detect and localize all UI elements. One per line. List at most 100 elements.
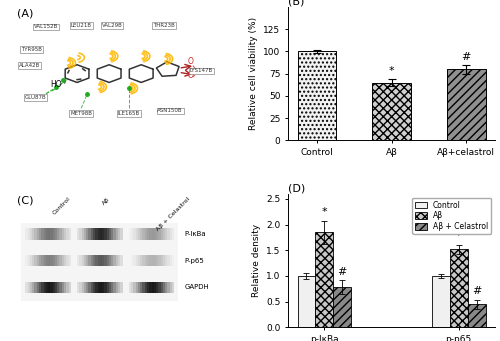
Text: VAL152B: VAL152B — [34, 24, 58, 29]
Bar — [116, 228, 118, 240]
Bar — [57, 255, 59, 266]
Bar — [172, 282, 174, 293]
Text: #: # — [338, 267, 347, 277]
Bar — [138, 255, 140, 266]
Bar — [334, 287, 351, 327]
Bar — [168, 282, 170, 293]
Bar — [52, 282, 55, 293]
Bar — [28, 255, 30, 266]
Bar — [98, 255, 100, 266]
Bar — [432, 276, 450, 327]
Bar — [77, 282, 80, 293]
Text: Control: Control — [52, 196, 72, 216]
Bar — [144, 282, 147, 293]
Bar — [36, 228, 39, 240]
Bar — [131, 228, 134, 240]
Bar — [131, 282, 134, 293]
Bar — [80, 282, 82, 293]
Bar — [57, 282, 59, 293]
Bar — [316, 232, 334, 327]
Bar — [80, 228, 82, 240]
Bar — [86, 282, 88, 293]
Bar — [134, 228, 136, 240]
Text: THR23B: THR23B — [153, 23, 175, 28]
Bar — [154, 255, 156, 266]
Bar — [147, 282, 150, 293]
Bar — [111, 228, 114, 240]
Bar — [170, 255, 172, 266]
Bar — [136, 282, 138, 293]
Bar — [62, 255, 64, 266]
Bar — [158, 255, 160, 266]
Text: P-p65: P-p65 — [184, 257, 204, 264]
Bar — [447, 69, 486, 140]
Bar — [64, 228, 66, 240]
Bar — [142, 228, 144, 240]
Text: TYR95B: TYR95B — [21, 47, 42, 52]
Bar — [55, 255, 57, 266]
Bar — [140, 255, 142, 266]
Bar — [163, 255, 165, 266]
Text: GLU87B: GLU87B — [25, 95, 46, 100]
Bar — [36, 282, 39, 293]
Bar — [62, 282, 64, 293]
Bar — [98, 282, 100, 293]
Text: MET98B: MET98B — [70, 111, 92, 116]
Bar — [154, 282, 156, 293]
Bar — [48, 255, 50, 266]
Bar — [48, 228, 50, 240]
Bar — [96, 282, 98, 293]
Bar — [52, 255, 55, 266]
Text: P-IκBa: P-IκBa — [184, 231, 206, 237]
Bar — [100, 228, 102, 240]
Text: O: O — [188, 57, 194, 65]
Bar — [106, 282, 109, 293]
Bar — [88, 255, 90, 266]
Bar — [152, 255, 154, 266]
Bar — [32, 255, 34, 266]
Bar — [150, 228, 152, 240]
Text: #: # — [462, 52, 471, 62]
Bar — [450, 249, 468, 327]
Bar — [116, 282, 118, 293]
Bar — [129, 255, 131, 266]
Bar — [84, 255, 86, 266]
Bar — [100, 282, 102, 293]
Bar — [46, 255, 48, 266]
Bar — [118, 282, 120, 293]
Bar — [102, 282, 104, 293]
Bar — [77, 255, 80, 266]
Bar — [109, 228, 111, 240]
Bar — [64, 282, 66, 293]
Bar — [68, 255, 71, 266]
Bar — [163, 228, 165, 240]
Legend: Control, Aβ, Aβ + Celastrol: Control, Aβ, Aβ + Celastrol — [412, 198, 491, 234]
Text: O: O — [188, 71, 194, 80]
Bar — [165, 282, 168, 293]
Bar — [93, 255, 96, 266]
Bar — [62, 228, 64, 240]
Bar — [129, 282, 131, 293]
Bar — [44, 255, 46, 266]
Bar — [468, 304, 485, 327]
Bar — [170, 228, 172, 240]
Bar — [147, 255, 150, 266]
Bar — [68, 282, 71, 293]
Bar — [57, 228, 59, 240]
Bar — [84, 228, 86, 240]
Bar — [82, 228, 84, 240]
Bar — [30, 228, 32, 240]
Bar — [26, 282, 28, 293]
Bar — [163, 282, 165, 293]
Bar — [52, 228, 55, 240]
Bar — [30, 282, 32, 293]
Bar — [114, 255, 116, 266]
Bar — [26, 228, 28, 240]
Bar — [86, 228, 88, 240]
Bar — [142, 255, 144, 266]
Bar — [172, 228, 174, 240]
Bar — [55, 228, 57, 240]
Bar — [147, 228, 150, 240]
Bar — [50, 228, 52, 240]
Bar — [44, 282, 46, 293]
